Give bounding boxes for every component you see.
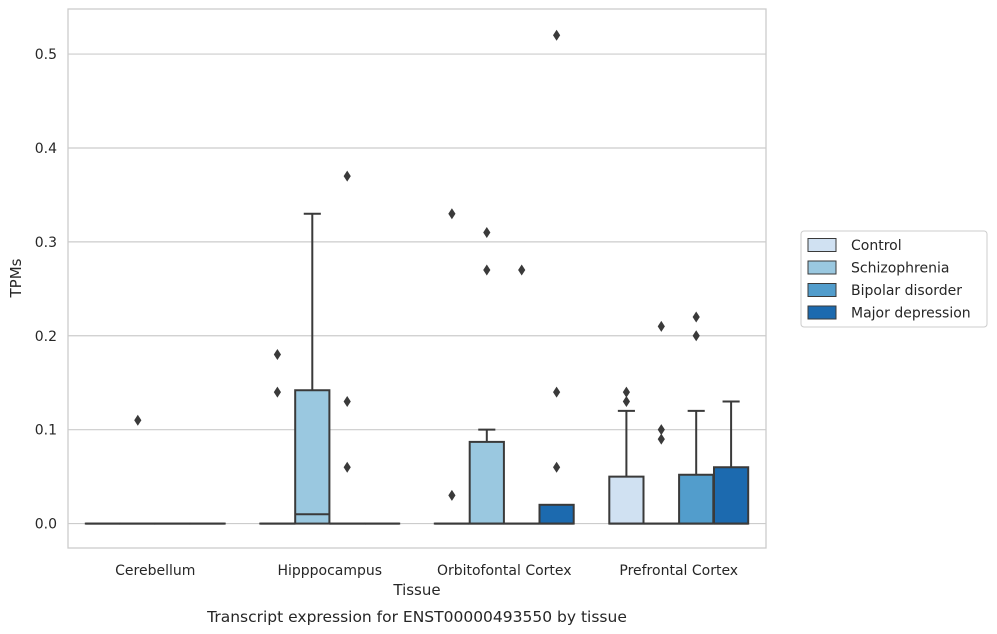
box: [712, 466, 750, 525]
box-group: [294, 212, 331, 525]
outlier-point: [483, 226, 491, 238]
outlier-point: [692, 311, 700, 323]
box-group: [503, 264, 540, 525]
x-tick-label: Hipppocampus: [277, 563, 382, 579]
outlier-point: [343, 461, 351, 473]
legend-frame: [800, 230, 988, 328]
outlier-point: [622, 386, 630, 398]
y-tick-label: 0.1: [35, 423, 57, 439]
outlier-point: [657, 433, 665, 445]
y-tick-label: 0.2: [35, 329, 57, 345]
box-group: [329, 170, 366, 525]
box: [294, 389, 331, 525]
outlier-point: [553, 29, 561, 41]
y-tick-label: 0.0: [35, 517, 57, 533]
outlier-point: [622, 396, 630, 408]
outlier-point: [448, 489, 456, 501]
x-tick-label: Cerebellum: [115, 563, 195, 579]
legend-swatch: [807, 283, 837, 297]
outlier-point: [273, 349, 281, 361]
legend-label: Schizophrenia: [851, 261, 949, 277]
box: [608, 475, 645, 525]
box-group: [538, 29, 575, 525]
x-axis-label: Tissue: [392, 581, 440, 599]
plot-frame: [67, 8, 767, 549]
outlier-point: [273, 386, 281, 398]
outlier-point: [692, 330, 700, 342]
outlier-point: [553, 386, 561, 398]
y-tick-labels: 0.0 0.1 0.2 0.3 0.4 0.5: [35, 47, 57, 533]
outlier-point: [343, 170, 351, 182]
legend-label: Bipolar disorder: [851, 283, 962, 299]
legend-swatch: [807, 238, 837, 252]
box: [538, 503, 575, 525]
chart-caption: Transcript expression for ENST0000049355…: [206, 608, 627, 626]
y-tick-label: 0.5: [35, 47, 57, 63]
outlier-point: [657, 320, 665, 332]
box-group: [712, 400, 750, 525]
x-tick-labels: Cerebellum Hipppocampus Orbitofontal Corte…: [115, 563, 738, 579]
outlier-point: [553, 461, 561, 473]
legend-label: Major depression: [851, 306, 971, 322]
box-group: [643, 320, 680, 525]
outlier-point: [483, 264, 491, 276]
outlier-point: [657, 424, 665, 436]
x-tick-label: Prefrontal Cortex: [619, 563, 738, 579]
box-group: [433, 208, 471, 525]
y-gridlines: [68, 53, 766, 525]
outlier-point: [448, 208, 456, 220]
box-group: [119, 414, 156, 525]
box-groups: [84, 29, 750, 525]
box: [468, 440, 505, 525]
outlier-point: [343, 396, 351, 408]
y-tick-label: 0.4: [35, 141, 57, 157]
box-group: [259, 349, 296, 525]
legend-swatch: [807, 260, 837, 275]
outlier-point: [134, 414, 142, 426]
box-group: [608, 386, 645, 525]
legend-swatch: [807, 305, 837, 320]
outlier-point: [518, 264, 526, 276]
box: [678, 473, 715, 525]
box-group: [678, 311, 715, 525]
legend: Control Schizophrenia Bipolar disorder Majo…: [800, 230, 988, 328]
y-axis-label: TPMs: [7, 258, 25, 298]
box-group: [468, 226, 505, 525]
y-tick-label: 0.3: [35, 235, 57, 251]
legend-label: Control: [851, 238, 902, 254]
x-tick-label: Orbitofontal Cortex: [437, 563, 572, 579]
